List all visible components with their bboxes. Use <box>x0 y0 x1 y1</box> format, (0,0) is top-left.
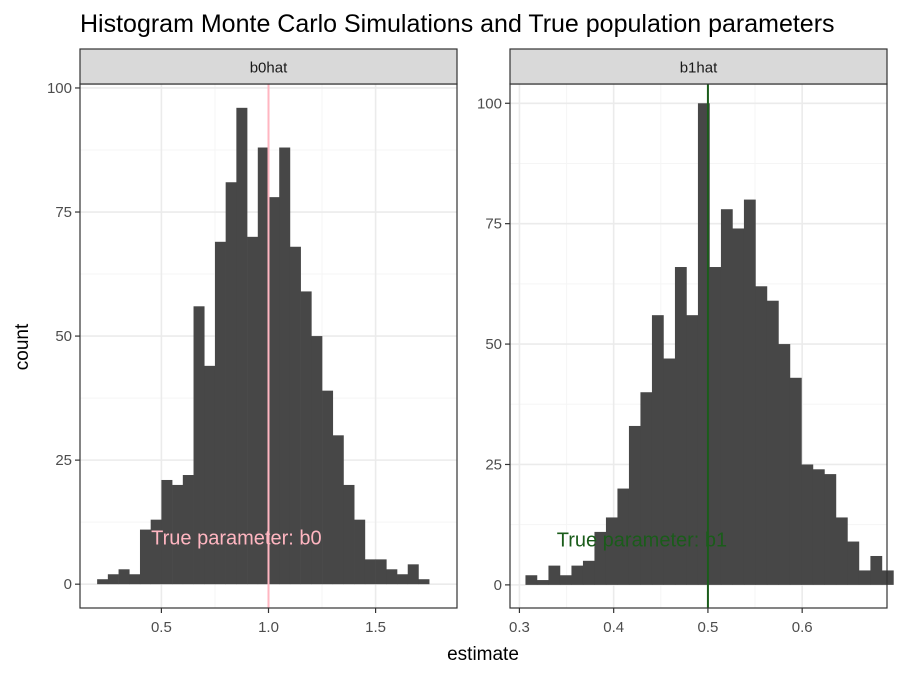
histogram-bar <box>311 336 323 585</box>
histogram-bar <box>386 569 398 585</box>
histogram-bar <box>332 435 344 585</box>
histogram-bar <box>582 560 595 585</box>
histogram-bar <box>778 344 791 585</box>
histogram-bar <box>139 529 151 585</box>
x-tick-label: 1.0 <box>258 619 279 636</box>
y-tick-label: 0 <box>494 577 502 594</box>
x-axis-title: estimate <box>447 644 519 665</box>
histogram-bar <box>732 228 745 585</box>
histogram-bar <box>697 103 710 585</box>
histogram-bar <box>617 488 630 585</box>
histogram-bar <box>766 300 779 585</box>
x-tick-label: 0.5 <box>151 619 172 636</box>
histogram-bar <box>300 291 312 585</box>
histogram-bar <box>571 565 584 585</box>
histogram-bar <box>640 392 653 585</box>
histogram-bar <box>182 475 194 585</box>
histogram-bar <box>397 574 409 585</box>
facet-strip-label: b0hat <box>250 60 288 77</box>
histogram-bar <box>375 559 387 585</box>
histogram-bar <box>289 246 301 585</box>
facet-panels: True parameter: b0 b0hat 0 25 50 75 100 0.5 1.0 1… <box>47 48 894 636</box>
y-tick-label: 50 <box>485 336 502 353</box>
histogram-bar <box>674 267 687 585</box>
histogram-bar <box>858 570 871 585</box>
histogram-bar <box>605 517 618 585</box>
histogram-bar <box>628 425 641 585</box>
y-tick-label: 25 <box>55 452 72 469</box>
histogram-bar <box>870 555 883 585</box>
true-parameter-annotation: True parameter: b0 <box>151 527 321 549</box>
histogram-bar <box>193 306 205 585</box>
histogram-bar <box>789 377 802 585</box>
facet-strip <box>509 48 888 85</box>
y-tick-label: 25 <box>485 456 502 473</box>
histogram-bar <box>236 107 248 585</box>
chart-title: Histogram Monte Carlo Simulations and Tr… <box>80 10 835 38</box>
x-tick-label: 1.5 <box>365 619 386 636</box>
histogram-bar <box>709 267 722 585</box>
x-tick-label: 0.6 <box>792 619 813 636</box>
x-tick-label: 0.5 <box>697 619 718 636</box>
y-tick-label: 75 <box>55 204 72 221</box>
histogram-bar <box>129 574 141 585</box>
true-parameter-annotation: True parameter: b1 <box>557 529 727 551</box>
y-tick-label: 50 <box>55 328 72 345</box>
histogram-bar <box>407 564 419 585</box>
panel-b0hat: True parameter: b0 b0hat 0 25 50 75 100 0.5 1.0 1… <box>47 48 458 636</box>
panel-b1hat: True parameter: b1 b1hat 0 25 50 75 100 0.3 0.4 0… <box>477 48 894 636</box>
histogram-bar <box>107 574 119 585</box>
histogram-bar <box>214 241 226 585</box>
histogram-bar <box>824 474 837 585</box>
histogram-bar <box>663 358 676 585</box>
histogram-bar <box>279 147 291 585</box>
histogram-bar <box>161 479 173 585</box>
histogram-bar <box>525 575 538 585</box>
histogram-bar <box>257 147 269 585</box>
histogram-bar <box>881 570 894 585</box>
y-tick-label: 100 <box>477 95 502 112</box>
y-tick-label: 75 <box>485 216 502 233</box>
histogram-bar <box>343 484 355 585</box>
histogram-bar <box>548 565 561 585</box>
histogram-bar <box>651 315 664 585</box>
histogram-bar <box>204 365 216 585</box>
histogram-bar <box>812 469 825 585</box>
y-tick-label: 100 <box>47 80 72 97</box>
facet-strip <box>79 48 458 85</box>
histogram-bar <box>247 236 259 585</box>
histogram-bar <box>118 569 130 585</box>
y-tick-label: 0 <box>64 576 72 593</box>
histogram-bar <box>172 484 184 585</box>
histogram-bar <box>536 580 549 585</box>
histogram-bar <box>322 390 334 585</box>
histogram-bar <box>755 286 768 585</box>
facet-strip-label: b1hat <box>680 60 718 77</box>
x-tick-label: 0.3 <box>509 619 530 636</box>
x-tick-label: 0.4 <box>603 619 624 636</box>
histogram-bar <box>268 197 280 585</box>
histogram-bar <box>594 531 607 585</box>
histogram-bar <box>225 182 237 585</box>
histogram-bar <box>801 464 814 585</box>
histogram-bar <box>418 579 430 585</box>
histogram-bar <box>97 579 109 585</box>
histogram-bar <box>559 575 572 585</box>
histogram-bar <box>743 199 756 585</box>
histogram-bar <box>150 519 162 585</box>
histogram-bar <box>686 315 699 585</box>
histogram-bar <box>364 559 376 585</box>
histogram-bar <box>847 541 860 585</box>
y-axis-title: count <box>12 323 33 370</box>
histogram-bar <box>720 209 733 585</box>
histogram-bar <box>354 519 366 585</box>
histogram-bar <box>835 517 848 585</box>
